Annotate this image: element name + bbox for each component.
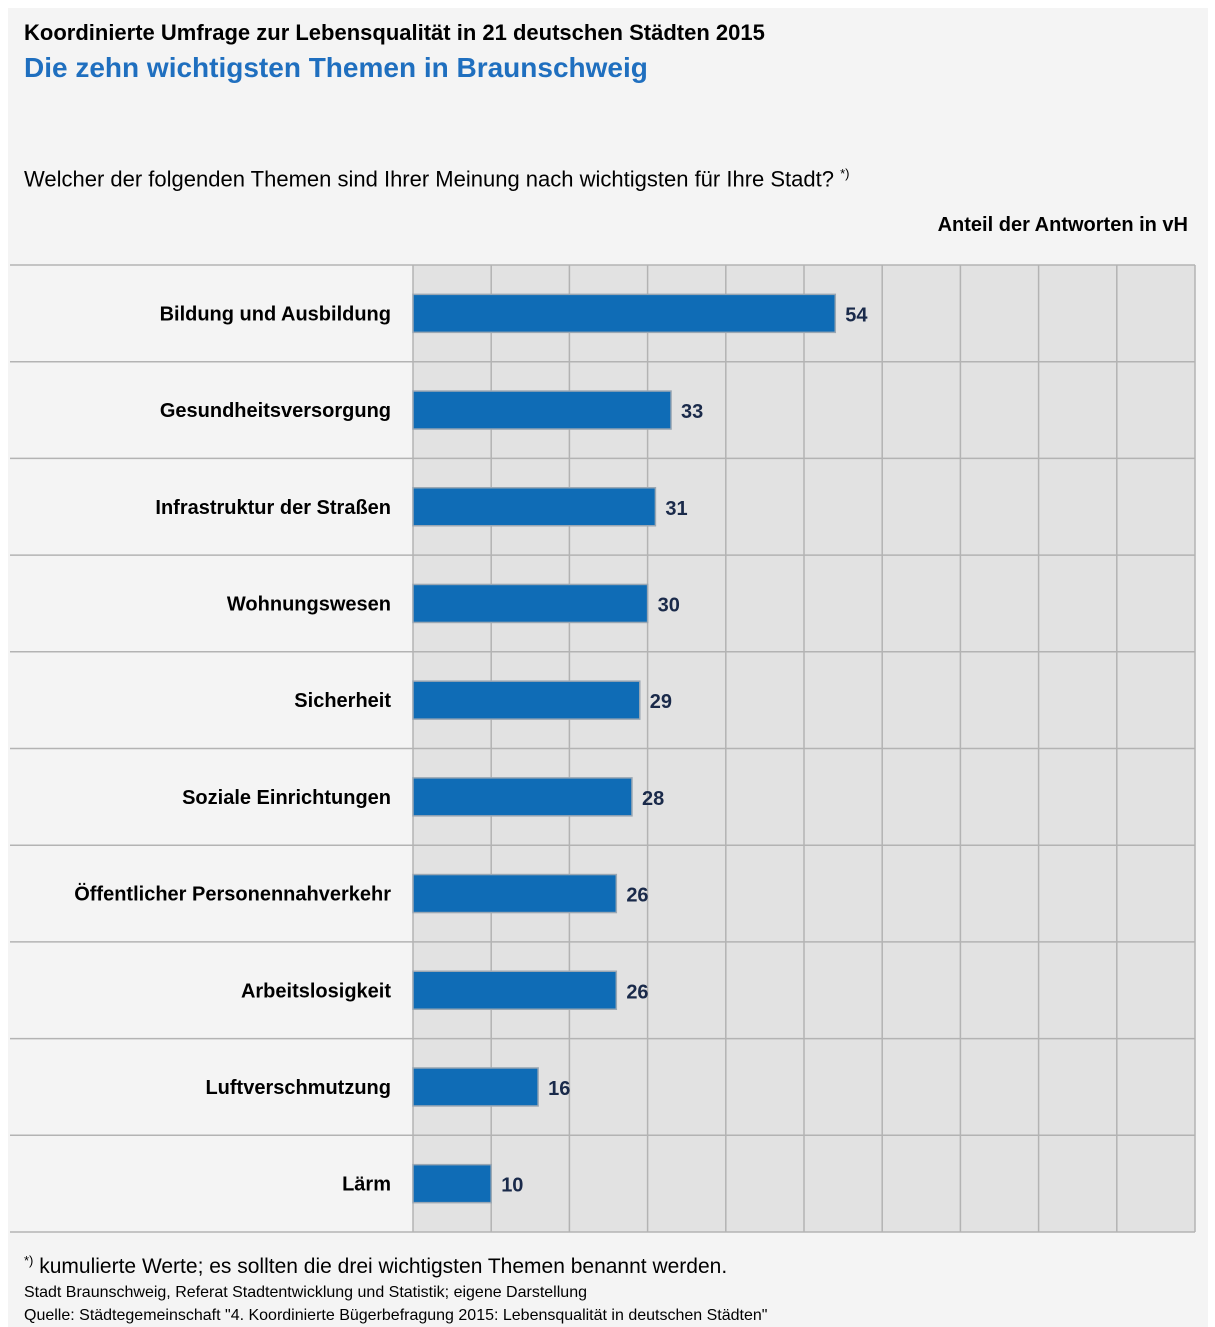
question-footnote-mark: *): [840, 166, 850, 181]
bar: [412, 777, 633, 817]
value-label: 30: [658, 594, 680, 616]
category-label: Infrastruktur der Straßen: [155, 497, 391, 519]
source-line: Quelle: Städtegemeinschaft "4. Koordinie…: [24, 1307, 768, 1324]
unit-label: Anteil der Antworten in vH: [937, 214, 1188, 236]
chart-subtitle: Die zehn wichtigsten Themen in Braunschw…: [24, 52, 648, 83]
category-label: Wohnungswesen: [227, 593, 391, 615]
bar: [412, 1067, 539, 1107]
category-labels: Bildung und Ausbildung Gesundheitsversorg…: [74, 303, 391, 1195]
bar: [412, 970, 618, 1010]
bar: [412, 680, 641, 720]
value-label: 28: [642, 788, 664, 810]
category-label: Sicherheit: [294, 690, 391, 712]
credit-line: Stadt Braunschweig, Referat Stadtentwick…: [24, 1284, 587, 1301]
survey-question: Welcher der folgenden Themen sind Ihrer …: [24, 166, 850, 192]
value-label: 31: [665, 498, 687, 520]
bar: [412, 487, 657, 527]
footnote: *) kumulierte Werte; es sollten die drei…: [24, 1253, 727, 1279]
bar-chart: 54 33 31 30 29 28 26 26 16 10 Bildung und Ausbild…: [10, 264, 1196, 1233]
footnote-text: kumulierte Werte; es sollten die drei wi…: [39, 1255, 728, 1278]
bar: [412, 390, 672, 430]
value-label: 16: [548, 1078, 570, 1100]
bars: 54 33 31 30 29 28 26 26 16 10: [412, 293, 868, 1204]
value-label: 29: [650, 691, 672, 713]
question-text: Welcher der folgenden Themen sind Ihrer …: [24, 166, 834, 192]
value-label: 54: [845, 304, 868, 326]
value-label: 26: [626, 981, 648, 1003]
bar: [412, 583, 649, 624]
category-label: Soziale Einrichtungen: [182, 787, 391, 809]
bar: [412, 1163, 492, 1204]
value-label: 33: [681, 401, 703, 423]
category-label: Gesundheitsversorgung: [160, 400, 391, 422]
category-label: Lärm: [342, 1174, 391, 1196]
bar: [412, 873, 618, 914]
bar: [412, 293, 837, 334]
chart-title: Koordinierte Umfrage zur Lebensqualität …: [24, 20, 765, 45]
category-label: Öffentlicher Personennahverkehr: [74, 883, 391, 906]
chart-page: Koordinierte Umfrage zur Lebensqualität …: [8, 8, 1208, 1327]
category-label: Bildung und Ausbildung: [160, 303, 391, 325]
value-label: 26: [626, 885, 648, 907]
value-label: 10: [501, 1175, 523, 1197]
category-label: Luftverschmutzung: [205, 1077, 391, 1099]
footnote-mark: *): [24, 1253, 34, 1268]
category-label: Arbeitslosigkeit: [241, 980, 391, 1002]
